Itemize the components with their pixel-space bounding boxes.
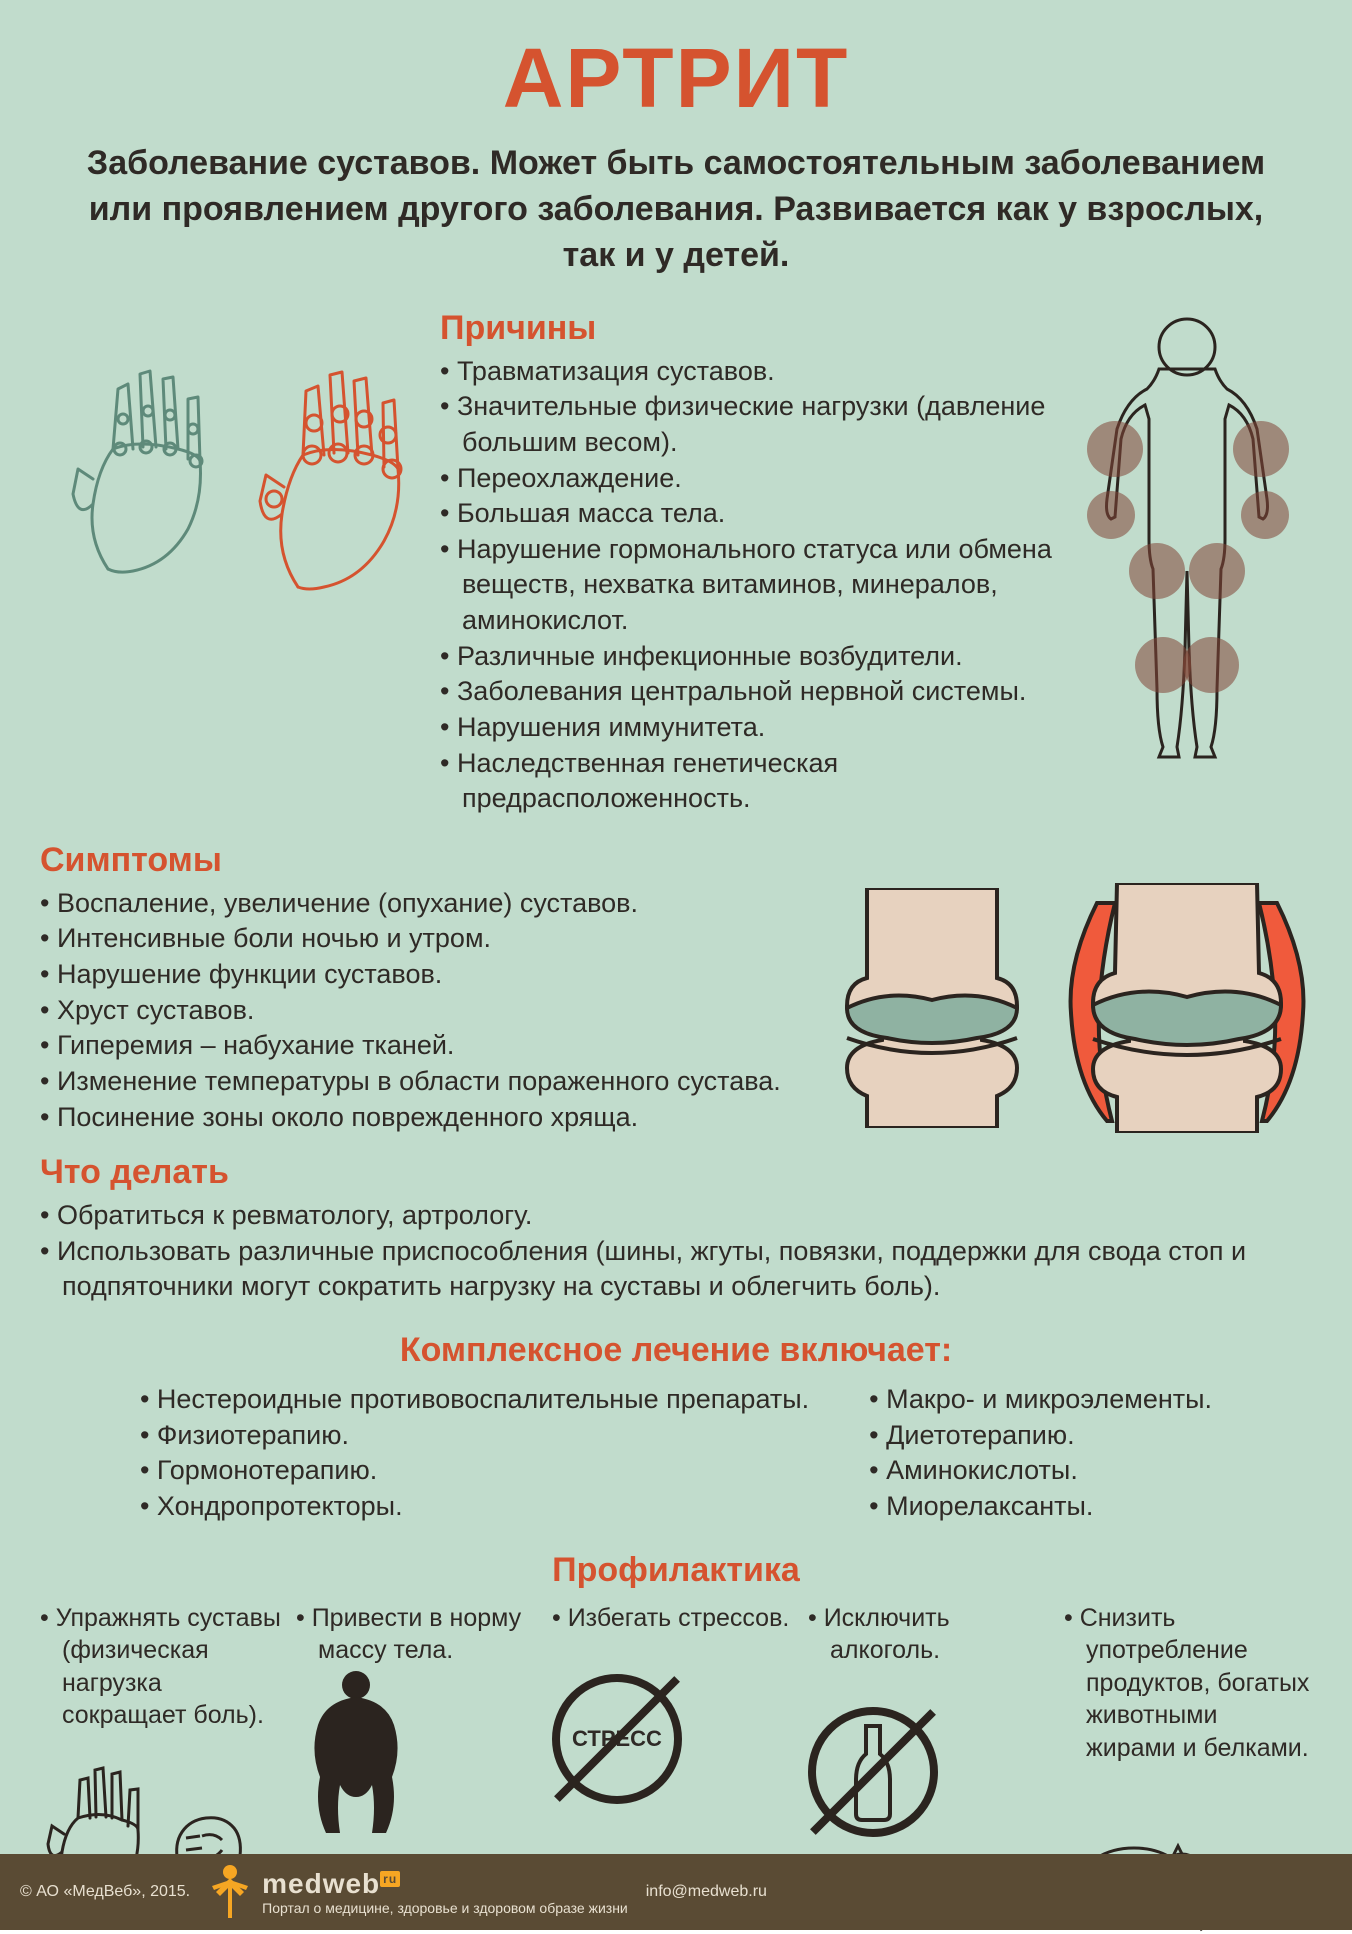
symptoms-list: • Воспаление, увеличение (опухание) суст… <box>40 886 822 1135</box>
hand-skeleton-normal-icon <box>48 329 223 589</box>
list-item: • Воспаление, увеличение (опухание) суст… <box>40 886 822 922</box>
page-subtitle: Заболевание суставов. Может быть самосто… <box>70 141 1282 279</box>
prevention-card-text: • Исключить алкоголь. <box>808 1602 1056 1667</box>
list-item: • Посинение зоны около поврежденного хря… <box>40 1100 822 1136</box>
list-item: • Гиперемия – набухание тканей. <box>40 1028 822 1064</box>
list-item: • Хондропротекторы. <box>140 1489 809 1525</box>
copyright-text: © АО «МедВеб», 2015. <box>20 1883 190 1901</box>
list-item: • Нестероидные противовоспалительные пре… <box>140 1382 809 1418</box>
knee-inflamed-icon <box>1067 883 1307 1133</box>
row-causes: Причины • Травматизация суставов.• Значи… <box>40 309 1312 817</box>
human-body-joints-icon <box>1067 309 1307 779</box>
page-title: АРТРИТ <box>40 30 1312 127</box>
treatment-col2: • Макро- и микроэлементы.• Диетотерапию.… <box>869 1382 1212 1525</box>
prevention-card-icon: СТРЕСС <box>552 1654 800 1804</box>
prevention-card-text: • Избегать стрессов. <box>552 1602 800 1635</box>
actions-heading: Что делать <box>40 1153 1312 1192</box>
list-item: • Нарушение гормонального статуса или об… <box>440 532 1052 639</box>
list-item: • Нарушения иммунитета. <box>440 710 1052 746</box>
brand-tagline: Портал о медицине, здоровье и здоровом о… <box>262 1900 628 1916</box>
prevention-card-icon <box>296 1687 544 1837</box>
brand: medwebru Портал о медицине, здоровье и з… <box>206 1862 767 1922</box>
prevention-card-text: • Снизить употребление продуктов, богаты… <box>1064 1602 1312 1765</box>
knee-normal-icon <box>827 888 1037 1128</box>
row-symptoms: Симптомы • Воспаление, увеличение (опуха… <box>40 841 1312 1135</box>
brand-vitruvian-icon <box>206 1862 254 1922</box>
footer: © АО «МедВеб», 2015. medwebru Портал о м… <box>0 1854 1352 1930</box>
list-item: • Макро- и микроэлементы. <box>869 1382 1212 1418</box>
actions-list: • Обратиться к ревматологу, артрологу.• … <box>40 1198 1312 1305</box>
list-item: • Значительные физические нагрузки (давл… <box>440 389 1052 460</box>
causes-section: Причины • Травматизация суставов.• Значи… <box>440 309 1052 817</box>
list-item: • Заболевания центральной нервной систем… <box>440 674 1052 710</box>
no-alcohol-icon <box>808 1707 938 1837</box>
list-item: • Различные инфекционные возбудители. <box>440 639 1052 675</box>
overweight-body-icon <box>296 1667 416 1837</box>
prevention-card-text: • Привести в норму массу тела. <box>296 1602 544 1667</box>
list-item: • Наследственная генетическая предраспол… <box>440 746 1052 817</box>
prevention-card-text: • Упражнять суставы (физическая нагрузка… <box>40 1602 288 1732</box>
treatment-col1: • Нестероидные противовоспалительные пре… <box>140 1382 809 1525</box>
treatment-section: Комплексное лечение включает: • Нестерои… <box>40 1331 1312 1525</box>
list-item: • Обратиться к ревматологу, артрологу. <box>40 1198 1312 1234</box>
no-stress-icon: СТРЕСС <box>552 1674 682 1804</box>
hands-illustration <box>40 329 430 817</box>
causes-list: • Травматизация суставов.• Значительные … <box>440 354 1052 817</box>
infographic-page: АРТРИТ Заболевание суставов. Может быть … <box>0 0 1352 1930</box>
list-item: • Физиотерапию. <box>140 1418 809 1454</box>
hand-skeleton-inflamed-icon <box>238 329 423 609</box>
list-item: • Хруст суставов. <box>40 993 822 1029</box>
brand-suffix: ru <box>380 1871 400 1887</box>
list-item: • Диетотерапию. <box>869 1418 1212 1454</box>
list-item: • Переохлаждение. <box>440 461 1052 497</box>
list-item: • Большая масса тела. <box>440 496 1052 532</box>
list-item: • Интенсивные боли ночью и утром. <box>40 921 822 957</box>
symptoms-section: Симптомы • Воспаление, увеличение (опуха… <box>40 841 822 1135</box>
list-item: • Нарушение функции суставов. <box>40 957 822 993</box>
body-illustration <box>1062 309 1312 817</box>
list-item: • Гормонотерапию. <box>140 1453 809 1489</box>
prevention-heading: Профилактика <box>40 1551 1312 1590</box>
list-item: • Миорелаксанты. <box>869 1489 1212 1525</box>
prevention-card-icon <box>808 1687 1056 1837</box>
knee-illustrations <box>822 881 1312 1135</box>
list-item: • Использовать различные приспособления … <box>40 1234 1312 1305</box>
list-item: • Изменение температуры в области пораже… <box>40 1064 822 1100</box>
brand-name: medwebru <box>262 1868 628 1900</box>
list-item: • Травматизация суставов. <box>440 354 1052 390</box>
symptoms-heading: Симптомы <box>40 841 822 880</box>
brand-email: info@medweb.ru <box>646 1883 767 1901</box>
treatment-heading: Комплексное лечение включает: <box>40 1331 1312 1370</box>
causes-heading: Причины <box>440 309 1052 348</box>
list-item: • Аминокислоты. <box>869 1453 1212 1489</box>
actions-section: Что делать • Обратиться к ревматологу, а… <box>40 1153 1312 1305</box>
